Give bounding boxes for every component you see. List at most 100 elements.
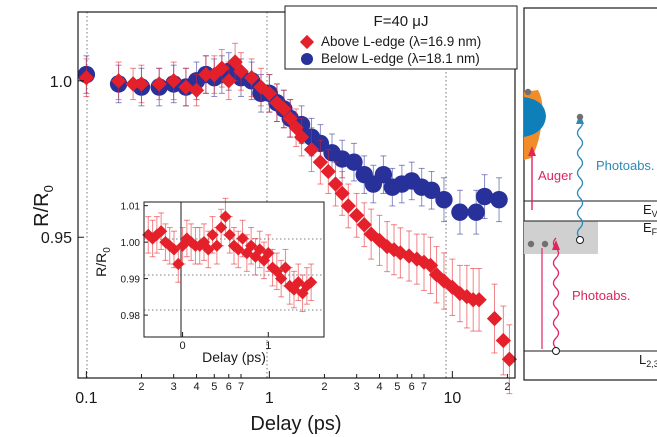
label-ef-sub: F xyxy=(652,227,657,237)
main-x-major-tick-label: 1 xyxy=(265,390,274,407)
inset-background xyxy=(144,202,324,337)
label-auger: Auger xyxy=(538,168,573,183)
inset-point xyxy=(279,261,292,274)
inset-y-axis-label: R/R0 xyxy=(93,247,113,277)
inset-y-tick-label: 0.98 xyxy=(121,311,141,322)
main-x-minor-tick-label: 6 xyxy=(226,381,232,393)
main-x-minor-tick-label: 4 xyxy=(376,381,382,393)
label-ev-sub: V xyxy=(652,209,657,219)
main-x-minor-tick-label: 3 xyxy=(354,381,360,393)
inset-point xyxy=(253,243,266,256)
main-x-ticks: 0.1 1 102 3 4 5 6 7 2 3 4 5 6 7 2 xyxy=(75,371,510,407)
above-l-edge-point xyxy=(188,82,205,98)
inset-y-tick-label: 1.00 xyxy=(121,238,141,249)
main-x-minor-tick-label: 2 xyxy=(321,381,327,393)
legend-label-below: Below L-edge (λ=18.1 nm) xyxy=(321,51,480,66)
inset-x-axis-label: Delay (ps) xyxy=(202,349,266,365)
inset-point xyxy=(275,272,288,285)
above-l-edge-point xyxy=(166,73,182,89)
main-x-minor-tick-label: 3 xyxy=(171,381,177,393)
main-x-minor-tick-label: 5 xyxy=(394,381,400,393)
label-core-level: L2,3 xyxy=(639,352,657,369)
main-y-axis-label-main: R/R xyxy=(31,192,53,226)
inset-point xyxy=(292,276,305,289)
photoabs-red-arrow-head xyxy=(552,240,560,250)
above-l-edge-point xyxy=(227,54,243,70)
main-y-axis-label-sub: 0 xyxy=(41,185,56,192)
main-x-minor-tick-label: 5 xyxy=(211,381,217,393)
label-ef-main: E xyxy=(643,220,652,235)
inset-y-ticks: 1.01 1.00 0.99 0.98 xyxy=(121,202,148,322)
inset-point xyxy=(262,246,275,260)
below-l-edge-point xyxy=(345,153,363,171)
legend-box xyxy=(284,5,518,70)
main-x-minor-tick-label: 7 xyxy=(421,381,427,393)
main-x-major-tick-label: 0.1 xyxy=(75,390,97,407)
below-l-edge-point xyxy=(467,203,485,221)
above-l-edge-point xyxy=(78,70,95,86)
main-x-minor-tick-label: 6 xyxy=(409,381,415,393)
above-l-edge-point xyxy=(221,73,237,89)
above-l-edge-point xyxy=(233,63,249,80)
main-x-minor-tick-label: 2 xyxy=(138,381,144,393)
below-l-edge-point xyxy=(451,203,469,221)
label-ev: EV xyxy=(643,202,657,219)
inset-y-tick-label: 1.01 xyxy=(121,202,141,213)
electron-cloud xyxy=(524,88,532,96)
main-x-major-tick-label: 10 xyxy=(443,390,461,407)
inset-x-tick-label: 0 xyxy=(180,340,186,352)
label-core-sub: 2,3 xyxy=(646,359,657,369)
below-l-edge-point xyxy=(475,187,494,206)
main-y-axis-label: R/R0 xyxy=(31,185,56,227)
main-x-minor-tick-label: 2 xyxy=(504,381,510,393)
legend-marker-below xyxy=(301,53,313,65)
main-y-tick-label: 0.95 xyxy=(41,230,72,247)
label-ev-main: E xyxy=(643,202,652,217)
label-ef: EF xyxy=(643,220,657,237)
below-l-edge-point xyxy=(490,191,508,209)
above-l-edge-point xyxy=(214,60,230,76)
electron-excited xyxy=(576,113,584,121)
electron-valence-2 xyxy=(541,240,549,248)
main-x-minor-tick-label: 7 xyxy=(238,381,244,393)
below-l-edge-point xyxy=(435,191,453,209)
above-l-edge-point xyxy=(110,73,127,89)
hole-core xyxy=(552,347,560,355)
photoabs-blue-squiggle xyxy=(576,117,584,239)
label-photoabs-red: Photoabs. xyxy=(572,288,631,303)
inset-x-tick-label: 1 xyxy=(265,340,271,352)
auger-arrow-head xyxy=(528,146,536,156)
label-core-main: L xyxy=(639,352,646,367)
inset-y-tick-label: 0.99 xyxy=(121,275,141,286)
inset-point xyxy=(305,276,318,289)
inset-plot-frame xyxy=(143,201,325,338)
label-photoabs-blue: Photoabs. xyxy=(596,158,655,173)
hole-valence xyxy=(576,236,584,244)
above-l-edge-point xyxy=(486,310,503,327)
main-x-minor-tick-label: 4 xyxy=(193,381,199,393)
inset-y-axis-label-main: R/R xyxy=(93,253,109,277)
electron-valence-1 xyxy=(527,240,535,248)
above-l-edge-point xyxy=(125,76,141,92)
energy-diagram: EV EF L2,3 Auger Photoabs. Photoabs. xyxy=(523,7,657,381)
above-l-edge-point xyxy=(198,66,214,83)
above-l-edge-point xyxy=(495,332,511,349)
below-l-edge-point xyxy=(422,181,441,199)
teal-lobe-shape xyxy=(524,97,546,137)
legend-marker-above xyxy=(299,34,315,50)
valence-band-shading xyxy=(524,221,598,254)
above-l-edge-point xyxy=(133,76,150,92)
below-l-edge-point xyxy=(374,165,393,184)
diagram-frame xyxy=(523,7,657,381)
legend-title: F=40 μJ xyxy=(374,13,429,30)
legend-label-above: Above L-edge (λ=16.9 nm) xyxy=(321,34,481,49)
photoabs-red-squiggle xyxy=(552,237,560,349)
main-x-axis-label: Delay (ps) xyxy=(250,413,341,435)
above-l-edge-point xyxy=(243,70,260,86)
main-y-ticks: 1.0 0.95 xyxy=(41,74,84,247)
above-l-edge-point xyxy=(151,76,167,92)
legend: F=40 μJ Above L-edge (λ=16.9 nm) Below L… xyxy=(284,5,518,70)
